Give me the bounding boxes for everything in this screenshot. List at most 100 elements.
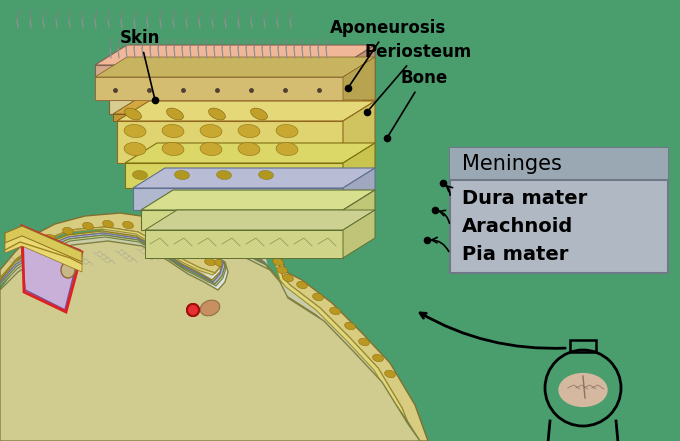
- Polygon shape: [145, 210, 375, 230]
- Polygon shape: [343, 80, 375, 114]
- Polygon shape: [343, 94, 375, 121]
- Polygon shape: [0, 241, 420, 441]
- Text: Bone: Bone: [388, 69, 447, 136]
- Polygon shape: [0, 213, 428, 441]
- Ellipse shape: [200, 142, 222, 156]
- Polygon shape: [5, 236, 82, 272]
- Ellipse shape: [200, 124, 222, 138]
- Ellipse shape: [167, 108, 184, 120]
- Ellipse shape: [558, 373, 608, 407]
- Polygon shape: [0, 285, 60, 441]
- Bar: [450, 148, 668, 180]
- Polygon shape: [117, 101, 375, 121]
- Polygon shape: [5, 226, 82, 262]
- Polygon shape: [117, 121, 343, 163]
- Ellipse shape: [45, 234, 55, 242]
- Polygon shape: [0, 231, 415, 441]
- Polygon shape: [0, 233, 418, 441]
- Polygon shape: [125, 143, 375, 163]
- Polygon shape: [109, 100, 343, 114]
- Polygon shape: [141, 210, 343, 230]
- Ellipse shape: [175, 171, 190, 179]
- Polygon shape: [133, 168, 375, 188]
- Ellipse shape: [238, 142, 260, 156]
- Ellipse shape: [254, 244, 265, 252]
- Ellipse shape: [162, 142, 184, 156]
- Ellipse shape: [205, 258, 216, 265]
- Polygon shape: [343, 143, 375, 188]
- Ellipse shape: [296, 281, 307, 289]
- Ellipse shape: [250, 108, 267, 120]
- Polygon shape: [113, 94, 375, 114]
- Circle shape: [187, 304, 199, 316]
- Ellipse shape: [209, 108, 226, 120]
- Polygon shape: [8, 283, 65, 441]
- Ellipse shape: [215, 259, 225, 267]
- Ellipse shape: [124, 142, 146, 156]
- Ellipse shape: [283, 274, 293, 282]
- Polygon shape: [95, 57, 375, 77]
- Ellipse shape: [122, 221, 133, 229]
- Polygon shape: [95, 77, 343, 100]
- Polygon shape: [125, 163, 343, 188]
- Bar: [570, 340, 596, 352]
- Ellipse shape: [103, 220, 114, 228]
- Ellipse shape: [258, 171, 273, 179]
- Ellipse shape: [27, 244, 37, 252]
- Polygon shape: [343, 168, 375, 210]
- Ellipse shape: [180, 241, 190, 249]
- Text: Pia mater: Pia mater: [462, 244, 568, 264]
- Ellipse shape: [124, 108, 141, 120]
- Ellipse shape: [276, 124, 298, 138]
- Text: Arachnoid: Arachnoid: [462, 217, 573, 235]
- Ellipse shape: [192, 251, 203, 259]
- Ellipse shape: [133, 171, 148, 179]
- Text: Periosteum: Periosteum: [365, 43, 472, 110]
- Polygon shape: [145, 260, 175, 441]
- Ellipse shape: [63, 227, 73, 235]
- Ellipse shape: [273, 258, 284, 265]
- Polygon shape: [343, 101, 375, 163]
- Ellipse shape: [162, 124, 184, 138]
- Text: Meninges: Meninges: [462, 154, 562, 174]
- Polygon shape: [133, 188, 343, 210]
- Polygon shape: [95, 65, 343, 100]
- Ellipse shape: [124, 124, 146, 138]
- Ellipse shape: [200, 300, 220, 316]
- Ellipse shape: [373, 354, 384, 362]
- Polygon shape: [0, 227, 415, 441]
- Polygon shape: [109, 80, 375, 100]
- Polygon shape: [0, 228, 415, 441]
- Ellipse shape: [313, 293, 324, 301]
- Ellipse shape: [276, 142, 298, 156]
- Polygon shape: [20, 228, 80, 310]
- Polygon shape: [343, 45, 375, 100]
- Polygon shape: [343, 57, 375, 100]
- Ellipse shape: [238, 124, 260, 138]
- Polygon shape: [141, 190, 375, 210]
- Ellipse shape: [243, 249, 254, 257]
- Polygon shape: [343, 190, 375, 230]
- Ellipse shape: [345, 322, 356, 330]
- Polygon shape: [20, 270, 375, 441]
- Ellipse shape: [82, 222, 93, 230]
- Ellipse shape: [358, 338, 369, 346]
- Polygon shape: [0, 235, 420, 441]
- Ellipse shape: [61, 262, 75, 278]
- Polygon shape: [62, 263, 102, 441]
- Ellipse shape: [330, 307, 341, 315]
- Text: Skin: Skin: [120, 29, 160, 97]
- Polygon shape: [0, 245, 395, 441]
- Circle shape: [187, 304, 199, 316]
- Text: Aponeurosis: Aponeurosis: [330, 19, 446, 86]
- Bar: [450, 148, 668, 273]
- Polygon shape: [343, 210, 375, 258]
- Polygon shape: [113, 114, 343, 121]
- Ellipse shape: [385, 370, 395, 377]
- Polygon shape: [145, 230, 343, 258]
- Ellipse shape: [143, 224, 154, 232]
- Text: Dura mater: Dura mater: [462, 188, 588, 208]
- Polygon shape: [95, 45, 375, 65]
- Polygon shape: [58, 260, 100, 441]
- Ellipse shape: [267, 250, 277, 258]
